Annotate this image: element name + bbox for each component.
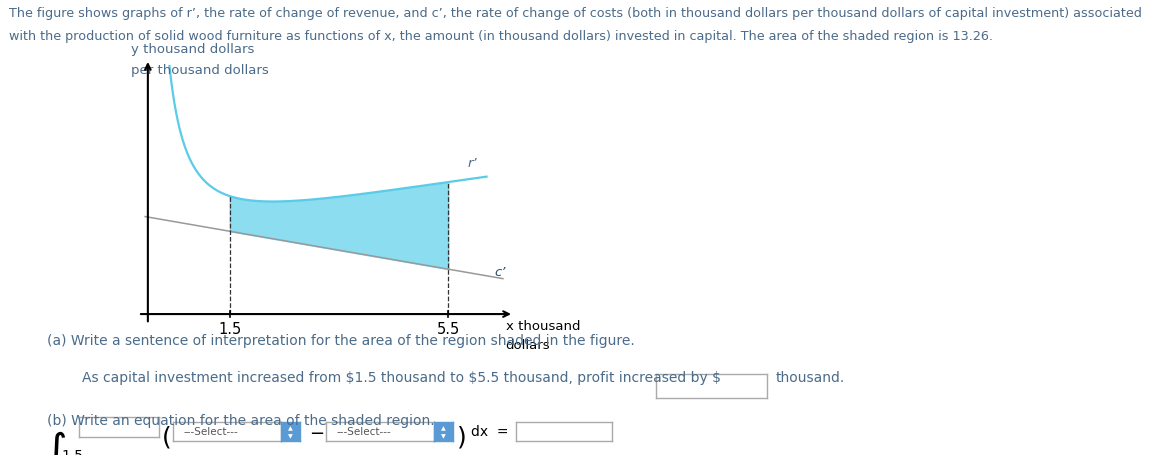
Text: per thousand dollars: per thousand dollars	[132, 64, 270, 76]
Text: (a) Write a sentence of interpretation for the area of the region shaded in the : (a) Write a sentence of interpretation f…	[47, 334, 635, 349]
Text: r’: r’	[468, 157, 477, 170]
Text: ): )	[457, 425, 467, 450]
Text: c’: c’	[495, 266, 506, 279]
Text: dx  =: dx =	[471, 425, 509, 440]
Text: ▲: ▲	[288, 426, 293, 431]
Text: y thousand dollars: y thousand dollars	[132, 43, 254, 56]
Text: ---Select---: ---Select---	[336, 427, 391, 437]
Text: −: −	[309, 425, 324, 444]
Text: (: (	[162, 425, 172, 450]
Text: 5.5: 5.5	[436, 322, 460, 337]
Text: As capital investment increased from $1.5 thousand to $5.5 thousand, profit incr: As capital investment increased from $1.…	[82, 371, 721, 385]
Text: ---Select---: ---Select---	[183, 427, 238, 437]
Text: ▲: ▲	[441, 426, 446, 431]
Text: with the production of solid wood furniture as functions of x, the amount (in th: with the production of solid wood furnit…	[9, 30, 993, 43]
Text: x thousand: x thousand	[505, 320, 580, 334]
Text: dollars: dollars	[505, 339, 551, 352]
Text: ▼: ▼	[441, 434, 446, 439]
Text: thousand.: thousand.	[776, 371, 845, 385]
Text: The figure shows graphs of r’, the rate of change of revenue, and c’, the rate o: The figure shows graphs of r’, the rate …	[9, 7, 1142, 20]
Text: 1.5: 1.5	[62, 449, 84, 455]
Text: 1.5: 1.5	[218, 322, 242, 337]
Text: ▼: ▼	[288, 434, 293, 439]
Text: $\int$: $\int$	[44, 430, 67, 455]
Text: (b) Write an equation for the area of the shaded region.: (b) Write an equation for the area of th…	[47, 414, 434, 428]
